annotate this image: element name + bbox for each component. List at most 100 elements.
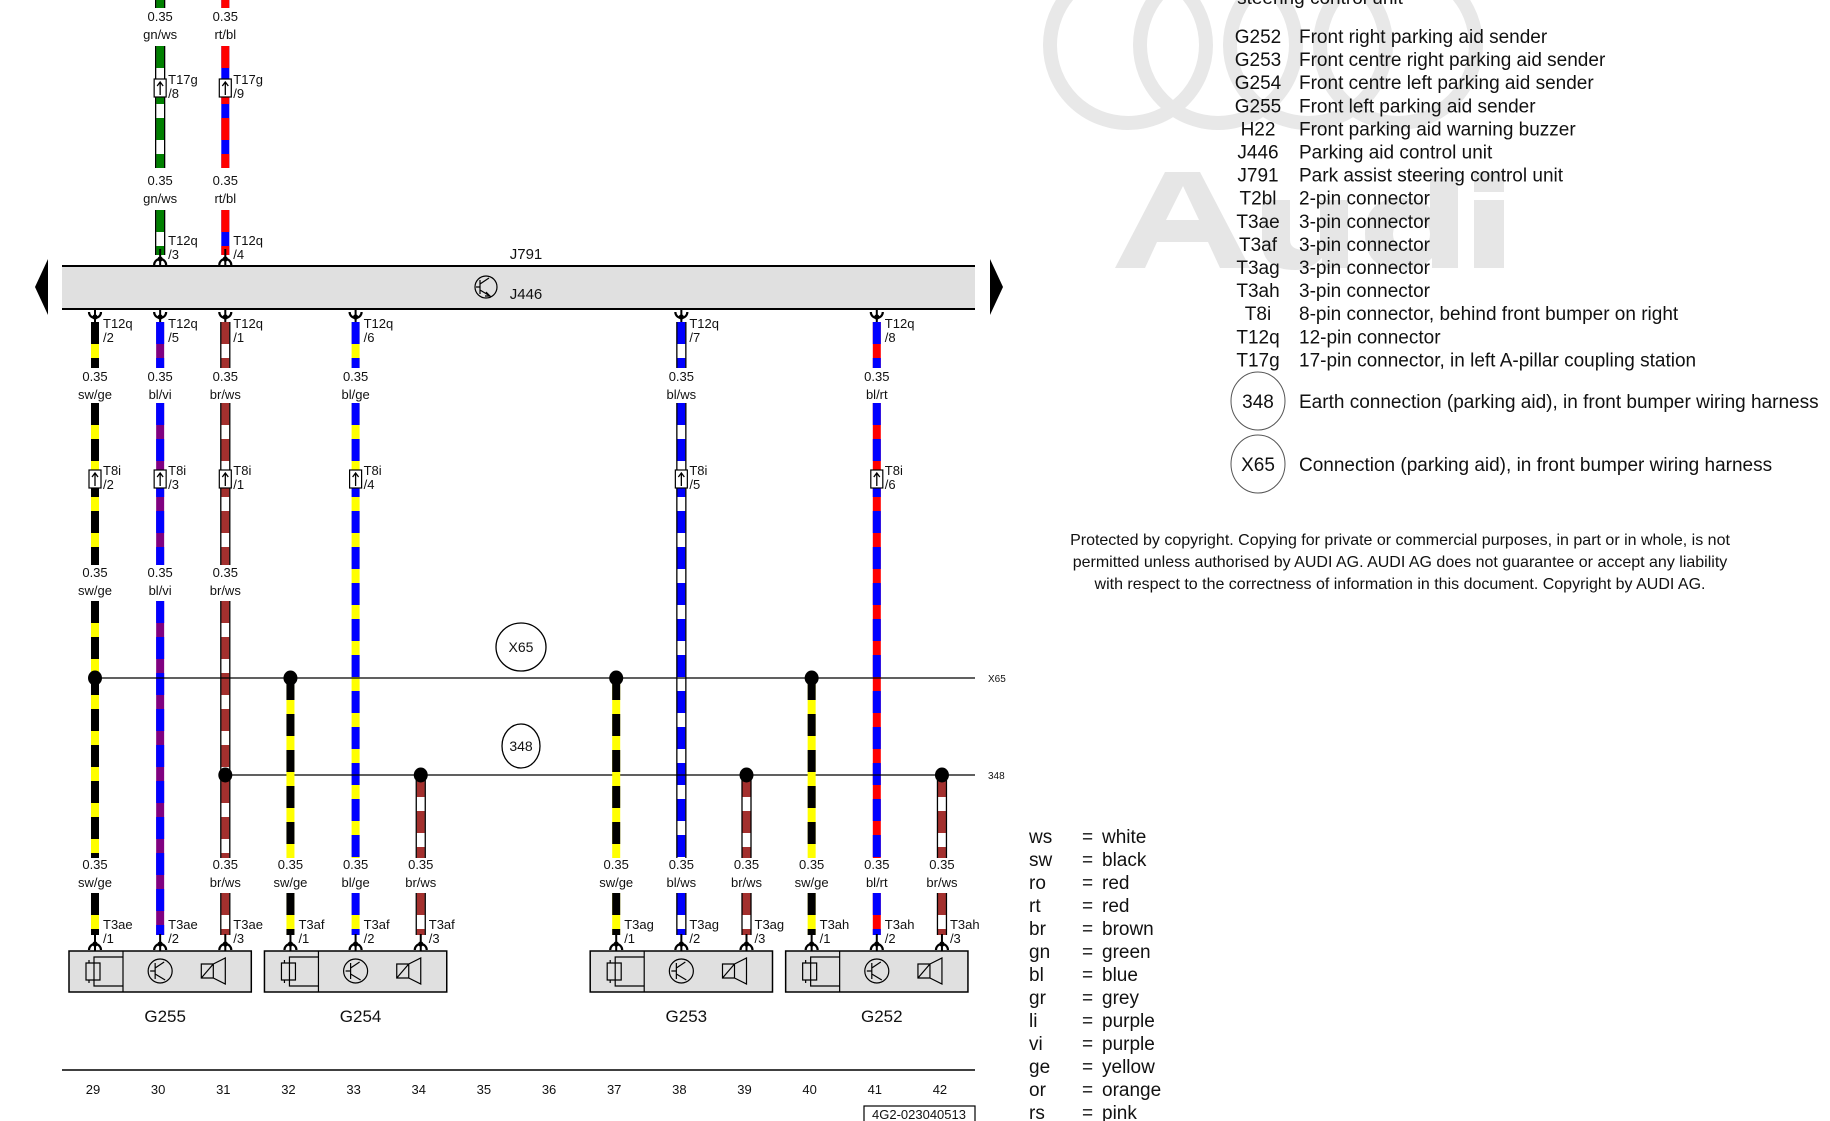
legend-code: H22 — [1241, 119, 1276, 140]
column-number: 36 — [542, 1082, 556, 1097]
wire-color-label: br/ws — [210, 387, 242, 402]
pin-dot — [353, 941, 359, 947]
pin-dot — [874, 314, 880, 320]
main-wire — [156, 601, 165, 935]
column-number: 35 — [477, 1082, 491, 1097]
color-code: li — [1029, 1011, 1037, 1032]
splice-junction-dot — [934, 767, 949, 783]
main-wire — [156, 322, 165, 368]
connector-label: T3ae — [233, 917, 263, 932]
speaker-icon — [917, 957, 943, 985]
connector-label: T3ah — [820, 917, 850, 932]
wire-size-label: 0.35 — [82, 369, 107, 384]
color-code: ws — [1028, 827, 1052, 848]
transistor-symbol — [150, 961, 166, 981]
wire-size-label: 0.35 — [864, 369, 889, 384]
sender-label: G254 — [340, 1007, 382, 1026]
wire-color-label: bl/vi — [149, 387, 172, 402]
color-code: or — [1029, 1080, 1047, 1101]
plug-icon — [802, 956, 840, 987]
connector-pin-label: /4 — [233, 247, 244, 262]
connector-pin-label: /2 — [103, 477, 114, 492]
inline-connector-icon — [218, 469, 232, 489]
wire-size-label: 0.35 — [669, 369, 694, 384]
pin-dot — [809, 941, 815, 947]
wire-color-label: br/ws — [210, 875, 242, 890]
connector-label: T3ae — [103, 917, 133, 932]
legend-code: T3ag — [1236, 258, 1279, 279]
connector-label: T8i — [168, 463, 186, 478]
wire-base — [221, 322, 230, 368]
sender-label: G252 — [861, 1007, 903, 1026]
wire-color-label: br/ws — [731, 875, 763, 890]
splice-circle-348 — [501, 723, 541, 769]
copyright-notice: permitted unless authorised by AUDI AG. … — [1073, 554, 1728, 571]
legend-description: 3-pin connector — [1299, 258, 1431, 279]
wire-base — [91, 322, 99, 368]
connector-pin-label: /3 — [755, 931, 766, 946]
watermark-logo — [1115, 172, 1504, 270]
connector-pin-icon — [413, 934, 428, 952]
copyright-notice: Protected by copyright. Copying for priv… — [1070, 532, 1730, 549]
sender-box — [784, 950, 969, 993]
connector-pin-label: /3 — [233, 931, 244, 946]
connector-pin-label: /2 — [689, 931, 700, 946]
pin-dot — [92, 941, 98, 947]
legend-description: Parking aid control unit — [1299, 143, 1493, 164]
wire-size-label: 0.35 — [343, 857, 368, 872]
pin-dot — [418, 941, 424, 947]
wire-size-label: 0.35 — [734, 857, 759, 872]
legend-code: G254 — [1235, 73, 1282, 94]
wire-color-label: sw/ge — [78, 875, 112, 890]
connector-pin-icon — [934, 934, 950, 952]
color-name: green — [1102, 942, 1151, 963]
wire-base — [221, 46, 230, 168]
connector-label: T3af — [298, 917, 324, 932]
color-name: brown — [1102, 919, 1154, 940]
splice-junction-dot — [739, 767, 754, 783]
inline-connector-icon — [349, 469, 363, 489]
top-wire — [154, 0, 166, 8]
wire-size-label: 0.35 — [147, 369, 172, 384]
pin-dot — [743, 941, 750, 947]
connector-pin-icon — [283, 934, 298, 952]
wire-size-label: 0.35 — [82, 857, 107, 872]
wire-size-label: 0.35 — [147, 173, 172, 188]
connector-label: T3af — [364, 917, 390, 932]
color-name: red — [1102, 873, 1129, 894]
arrow-up-icon — [91, 471, 99, 486]
branch-wire — [741, 775, 752, 858]
logo-letter-a — [1115, 172, 1250, 268]
branch-wire — [936, 893, 948, 935]
pin-dot — [222, 941, 228, 947]
wire-base — [156, 46, 165, 168]
inline-connector-icon — [674, 469, 688, 489]
connector-label: T12q — [233, 233, 263, 248]
watermark-ring — [1313, 0, 1483, 130]
connector-pin-label: /1 — [233, 330, 244, 345]
transistor-symbol — [345, 961, 361, 981]
branch-wire — [936, 775, 948, 858]
inline-connector-icon — [218, 78, 232, 98]
color-code: bl — [1029, 965, 1044, 986]
color-name: red — [1102, 896, 1129, 917]
connector-label: T3ah — [950, 917, 980, 932]
wire-color-label: bl/ws — [667, 387, 697, 402]
legend-circle-code: 348 — [1242, 392, 1274, 413]
color-name: blue — [1102, 965, 1138, 986]
connector-pin-label: /2 — [364, 931, 375, 946]
pin-dot — [613, 941, 619, 947]
legend-code: G255 — [1235, 96, 1281, 117]
connector-label: T12q — [168, 316, 198, 331]
connector-label: T8i — [885, 463, 903, 478]
wire-base — [156, 601, 165, 935]
wire-color-label: sw/ge — [599, 875, 633, 890]
sender-box — [589, 950, 774, 993]
pin-dot — [353, 314, 359, 320]
legend-code: G252 — [1235, 27, 1281, 48]
legend-circle — [1230, 371, 1286, 431]
connector-pin-icon — [218, 934, 233, 952]
control-unit-label-j446: J446 — [510, 286, 543, 303]
column-number: 32 — [281, 1082, 295, 1097]
column-number: 40 — [802, 1082, 816, 1097]
